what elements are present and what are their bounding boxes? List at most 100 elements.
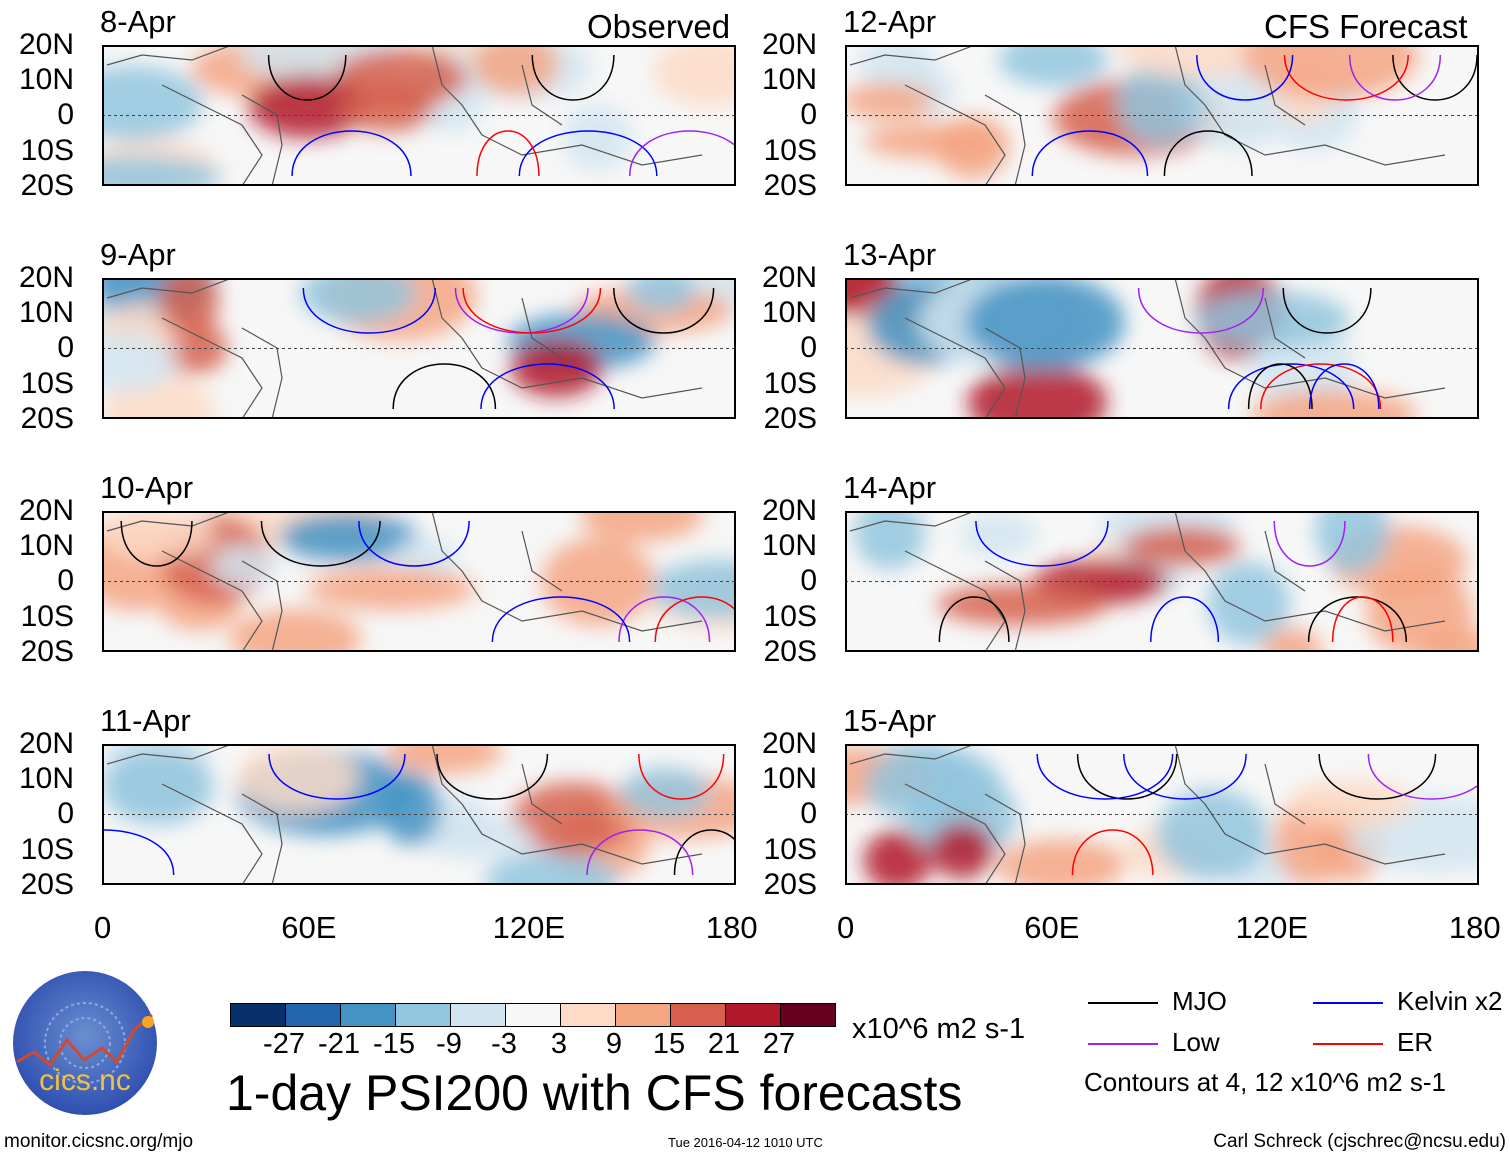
- contour-line: [1196, 54, 1294, 101]
- coastline: [849, 45, 1446, 186]
- map-panel: [102, 45, 736, 186]
- contour-line: [1149, 596, 1220, 643]
- lon-label: 120E: [492, 910, 565, 945]
- lat-label: 10S: [763, 366, 817, 400]
- contour-line: [358, 520, 470, 567]
- footer-url[interactable]: monitor.cicsnc.org/mjo: [4, 1131, 194, 1152]
- lat-label: 10N: [18, 296, 74, 330]
- lat-label: 0: [800, 331, 817, 365]
- colorbar-tick: -27: [263, 1028, 305, 1060]
- psi-anomaly-shading: [102, 45, 736, 186]
- panel-frame: [845, 45, 1479, 186]
- panel-date-title: 9-Apr: [100, 237, 176, 272]
- contour-line: [586, 829, 694, 876]
- contour-line: [613, 287, 715, 334]
- contour-line: [462, 287, 602, 334]
- colorbar-tick: -21: [318, 1028, 360, 1060]
- panel-date-title: 10-Apr: [100, 470, 194, 505]
- psi-anomaly-shading: [102, 278, 736, 419]
- colorbar-units: x10^6 m2 s-1: [852, 1013, 1026, 1045]
- contour-line: [302, 287, 436, 334]
- lat-label: 20S: [763, 634, 817, 668]
- footer-author: Carl Schreck (cjschrec@ncsu.edu): [1213, 1131, 1506, 1152]
- map-panel: [845, 511, 1479, 652]
- contour-line: [654, 596, 736, 643]
- svg-text:cics.nc: cics.nc: [39, 1064, 131, 1097]
- lat-label: 10S: [20, 599, 74, 633]
- lat-label: 20N: [761, 261, 817, 294]
- contour-line: [120, 520, 193, 567]
- forecast-header: CFS Forecast: [1264, 8, 1468, 45]
- contour-line: [491, 596, 631, 643]
- lat-label: 0: [800, 797, 817, 831]
- panel-frame: [102, 744, 736, 885]
- contour-line: [476, 130, 540, 177]
- map-panel: [845, 744, 1479, 885]
- panel-frame: [102, 278, 736, 419]
- contour-line: [638, 753, 725, 800]
- contour-line: [1123, 753, 1247, 800]
- contour-line: [618, 596, 711, 643]
- panel-frame: [845, 278, 1479, 419]
- colorbar-swatch: [285, 1003, 341, 1027]
- contour-line: [267, 54, 347, 101]
- psi-anomaly-shading: [854, 511, 1479, 652]
- lat-label: 20N: [18, 261, 74, 294]
- contour-line: [1318, 753, 1437, 800]
- contour-line: [436, 753, 549, 800]
- psi-anomaly-shading: [102, 744, 736, 885]
- contour-line: [1331, 596, 1394, 643]
- panel-frame: [102, 45, 736, 186]
- lat-label: 10S: [20, 133, 74, 167]
- panel-frame: [102, 511, 736, 652]
- contour-line: [1163, 130, 1253, 177]
- panel-date-title: 13-Apr: [843, 237, 937, 272]
- contour-line: [1227, 363, 1355, 410]
- panel-frame: [845, 744, 1479, 885]
- lat-label: 20S: [20, 867, 74, 901]
- colorbar-swatch: [450, 1003, 506, 1027]
- colorbar-tick: 21: [707, 1028, 741, 1060]
- lat-label: 20S: [20, 168, 74, 202]
- colorbar-tick: -15: [373, 1028, 415, 1060]
- coastline: [849, 511, 1446, 652]
- lat-label: 10S: [763, 133, 817, 167]
- contour-line: [673, 829, 736, 876]
- colorbar-swatch: [560, 1003, 616, 1027]
- lat-label: 20N: [761, 28, 817, 61]
- lat-label: 10N: [761, 63, 817, 97]
- colorbar-swatch: [395, 1003, 451, 1027]
- colorbar-tick: 15: [652, 1028, 686, 1060]
- panel-frame: [845, 511, 1479, 652]
- panel-date-title: 11-Apr: [100, 703, 191, 738]
- lat-label: 10S: [20, 832, 74, 866]
- lon-label: 120E: [1235, 910, 1308, 945]
- colorbar-swatch: [780, 1003, 836, 1027]
- lon-label: 60E: [1024, 910, 1080, 945]
- panel-date-title: 12-Apr: [843, 4, 937, 39]
- panel-date-title: 8-Apr: [100, 4, 176, 39]
- contour-line: [1137, 287, 1265, 334]
- lat-label: 0: [800, 564, 817, 598]
- coastline: [106, 744, 703, 885]
- panel-date-title: 14-Apr: [843, 470, 937, 505]
- lat-label: 10N: [761, 296, 817, 330]
- contour-line: [518, 130, 658, 177]
- contour-line: [1392, 54, 1478, 101]
- lat-label: 0: [57, 98, 74, 132]
- footer-timestamp: Tue 2016-04-12 1010 UTC: [668, 1135, 823, 1150]
- colorbar-swatch: [670, 1003, 726, 1027]
- legend-label: MJO: [1172, 986, 1227, 1016]
- lat-label: 20S: [763, 168, 817, 202]
- panel-date-title: 15-Apr: [843, 703, 937, 738]
- legend-line-kelvin-x2: [1313, 1002, 1383, 1004]
- lat-label: 20S: [20, 401, 74, 435]
- lat-label: 0: [57, 797, 74, 831]
- colorbar-tick: 27: [762, 1028, 796, 1060]
- lat-label: 20N: [761, 727, 817, 760]
- figure-title: 1-day PSI200 with CFS forecasts: [226, 1065, 963, 1121]
- contour-line: [392, 363, 497, 410]
- contour-line: [1036, 753, 1174, 800]
- lat-label: 10N: [761, 762, 817, 796]
